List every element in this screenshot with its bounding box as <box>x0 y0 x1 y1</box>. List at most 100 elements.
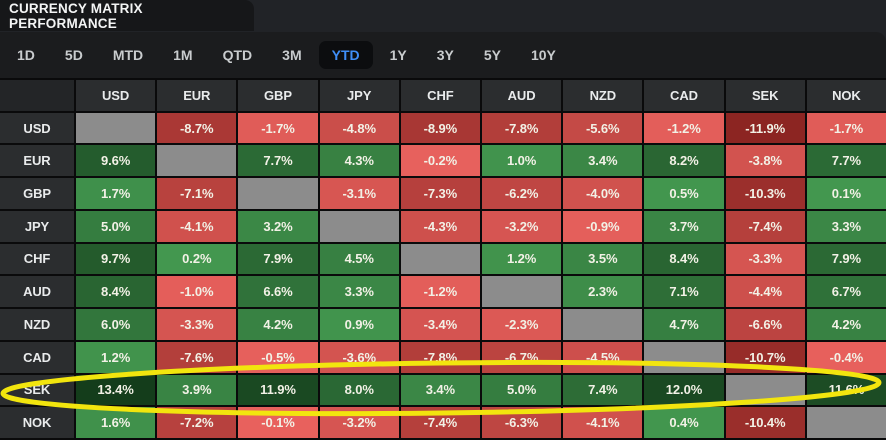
tab-ytd[interactable]: YTD <box>318 41 373 69</box>
cell-nzd-nok[interactable]: 4.2% <box>806 309 886 340</box>
cell-gbp-sek[interactable]: -10.3% <box>725 178 805 209</box>
cell-nok-sek[interactable]: -10.4% <box>725 407 805 438</box>
cell-eur-chf[interactable]: -0.2% <box>400 145 480 177</box>
cell-chf-gbp[interactable]: 7.9% <box>238 243 318 275</box>
cell-eur-sek[interactable]: -3.8% <box>725 145 805 177</box>
cell-aud-chf[interactable]: -1.2% <box>400 276 480 308</box>
cell-cad-eur[interactable]: -7.6% <box>157 341 237 373</box>
cell-eur-aud[interactable]: 1.0% <box>481 145 562 177</box>
cell-nok-eur[interactable]: -7.2% <box>157 407 237 438</box>
cell-sek-eur[interactable]: 3.9% <box>157 374 237 406</box>
cell-sek-gbp[interactable]: 11.9% <box>238 374 318 406</box>
cell-cad-jpy[interactable]: -3.6% <box>319 341 399 373</box>
cell-usd-cad[interactable]: -1.2% <box>644 112 724 144</box>
cell-usd-nzd[interactable]: -5.6% <box>563 112 643 144</box>
cell-cad-gbp[interactable]: -0.5% <box>238 341 318 373</box>
cell-gbp-jpy[interactable]: -3.1% <box>319 178 399 209</box>
cell-aud-eur[interactable]: -1.0% <box>157 276 237 308</box>
cell-cad-chf[interactable]: -7.8% <box>400 341 480 373</box>
cell-eur-nok[interactable]: 7.7% <box>806 145 886 177</box>
cell-nok-usd[interactable]: 1.6% <box>76 407 156 438</box>
tab-10y[interactable]: 10Y <box>530 47 556 63</box>
cell-nzd-sek[interactable]: -6.6% <box>725 309 805 340</box>
cell-aud-jpy[interactable]: 3.3% <box>319 276 399 308</box>
tab-qtd[interactable]: QTD <box>222 47 253 63</box>
cell-nzd-eur[interactable]: -3.3% <box>157 309 237 340</box>
cell-chf-cad[interactable]: 8.4% <box>644 243 724 275</box>
cell-jpy-cad[interactable]: 3.7% <box>644 210 724 242</box>
cell-chf-aud[interactable]: 1.2% <box>481 243 562 275</box>
cell-usd-nok[interactable]: -1.7% <box>806 112 886 144</box>
cell-nok-gbp[interactable]: -0.1% <box>238 407 318 438</box>
cell-chf-usd[interactable]: 9.7% <box>76 243 156 275</box>
tab-1y[interactable]: 1Y <box>389 47 407 63</box>
cell-aud-nok[interactable]: 6.7% <box>806 276 886 308</box>
cell-aud-nzd[interactable]: 2.3% <box>563 276 643 308</box>
cell-jpy-gbp[interactable]: 3.2% <box>238 210 318 242</box>
cell-usd-sek[interactable]: -11.9% <box>725 112 805 144</box>
tab-1d[interactable]: 1D <box>17 47 35 63</box>
cell-nok-aud[interactable]: -6.3% <box>481 407 562 438</box>
cell-usd-gbp[interactable]: -1.7% <box>238 112 318 144</box>
cell-chf-eur[interactable]: 0.2% <box>157 243 237 275</box>
cell-usd-chf[interactable]: -8.9% <box>400 112 480 144</box>
cell-nok-jpy[interactable]: -3.2% <box>319 407 399 438</box>
cell-sek-nok[interactable]: 11.6% <box>806 374 886 406</box>
cell-gbp-usd[interactable]: 1.7% <box>76 178 156 209</box>
cell-nzd-cad[interactable]: 4.7% <box>644 309 724 340</box>
cell-usd-aud[interactable]: -7.8% <box>481 112 562 144</box>
cell-chf-sek[interactable]: -3.3% <box>725 243 805 275</box>
cell-cad-aud[interactable]: -6.7% <box>481 341 562 373</box>
cell-chf-nzd[interactable]: 3.5% <box>563 243 643 275</box>
cell-nzd-jpy[interactable]: 0.9% <box>319 309 399 340</box>
cell-jpy-usd[interactable]: 5.0% <box>76 210 156 242</box>
cell-chf-jpy[interactable]: 4.5% <box>319 243 399 275</box>
cell-nzd-gbp[interactable]: 4.2% <box>238 309 318 340</box>
cell-cad-sek[interactable]: -10.7% <box>725 341 805 373</box>
cell-eur-nzd[interactable]: 3.4% <box>563 145 643 177</box>
cell-jpy-nok[interactable]: 3.3% <box>806 210 886 242</box>
cell-jpy-chf[interactable]: -4.3% <box>400 210 480 242</box>
cell-nzd-aud[interactable]: -2.3% <box>481 309 562 340</box>
cell-aud-usd[interactable]: 8.4% <box>76 276 156 308</box>
cell-gbp-aud[interactable]: -6.2% <box>481 178 562 209</box>
tab-5y[interactable]: 5Y <box>483 47 501 63</box>
cell-usd-jpy[interactable]: -4.8% <box>319 112 399 144</box>
cell-nok-cad[interactable]: 0.4% <box>644 407 724 438</box>
tab-3y[interactable]: 3Y <box>436 47 454 63</box>
cell-sek-nzd[interactable]: 7.4% <box>563 374 643 406</box>
cell-eur-jpy[interactable]: 4.3% <box>319 145 399 177</box>
cell-jpy-eur[interactable]: -4.1% <box>157 210 237 242</box>
cell-aud-cad[interactable]: 7.1% <box>644 276 724 308</box>
cell-aud-gbp[interactable]: 6.6% <box>238 276 318 308</box>
cell-aud-sek[interactable]: -4.4% <box>725 276 805 308</box>
cell-chf-nok[interactable]: 7.9% <box>806 243 886 275</box>
tab-5d[interactable]: 5D <box>64 47 83 63</box>
cell-cad-usd[interactable]: 1.2% <box>76 341 156 373</box>
cell-eur-usd[interactable]: 9.6% <box>76 145 156 177</box>
cell-sek-usd[interactable]: 13.4% <box>76 374 156 406</box>
cell-gbp-chf[interactable]: -7.3% <box>400 178 480 209</box>
cell-jpy-sek[interactable]: -7.4% <box>725 210 805 242</box>
cell-sek-aud[interactable]: 5.0% <box>481 374 562 406</box>
cell-gbp-nzd[interactable]: -4.0% <box>563 178 643 209</box>
cell-cad-nok[interactable]: -0.4% <box>806 341 886 373</box>
tab-mtd[interactable]: MTD <box>112 47 144 63</box>
cell-jpy-nzd[interactable]: -0.9% <box>563 210 643 242</box>
cell-gbp-cad[interactable]: 0.5% <box>644 178 724 209</box>
cell-jpy-aud[interactable]: -3.2% <box>481 210 562 242</box>
cell-sek-chf[interactable]: 3.4% <box>400 374 480 406</box>
cell-usd-eur[interactable]: -8.7% <box>157 112 237 144</box>
cell-sek-cad[interactable]: 12.0% <box>644 374 724 406</box>
cell-nok-nzd[interactable]: -4.1% <box>563 407 643 438</box>
cell-nzd-usd[interactable]: 6.0% <box>76 309 156 340</box>
cell-gbp-eur[interactable]: -7.1% <box>157 178 237 209</box>
cell-eur-gbp[interactable]: 7.7% <box>238 145 318 177</box>
tab-3m[interactable]: 3M <box>282 47 302 63</box>
cell-nzd-chf[interactable]: -3.4% <box>400 309 480 340</box>
cell-cad-nzd[interactable]: -4.5% <box>563 341 643 373</box>
cell-sek-jpy[interactable]: 8.0% <box>319 374 399 406</box>
cell-nok-chf[interactable]: -7.4% <box>400 407 480 438</box>
cell-eur-cad[interactable]: 8.2% <box>644 145 724 177</box>
cell-gbp-nok[interactable]: 0.1% <box>806 178 886 209</box>
